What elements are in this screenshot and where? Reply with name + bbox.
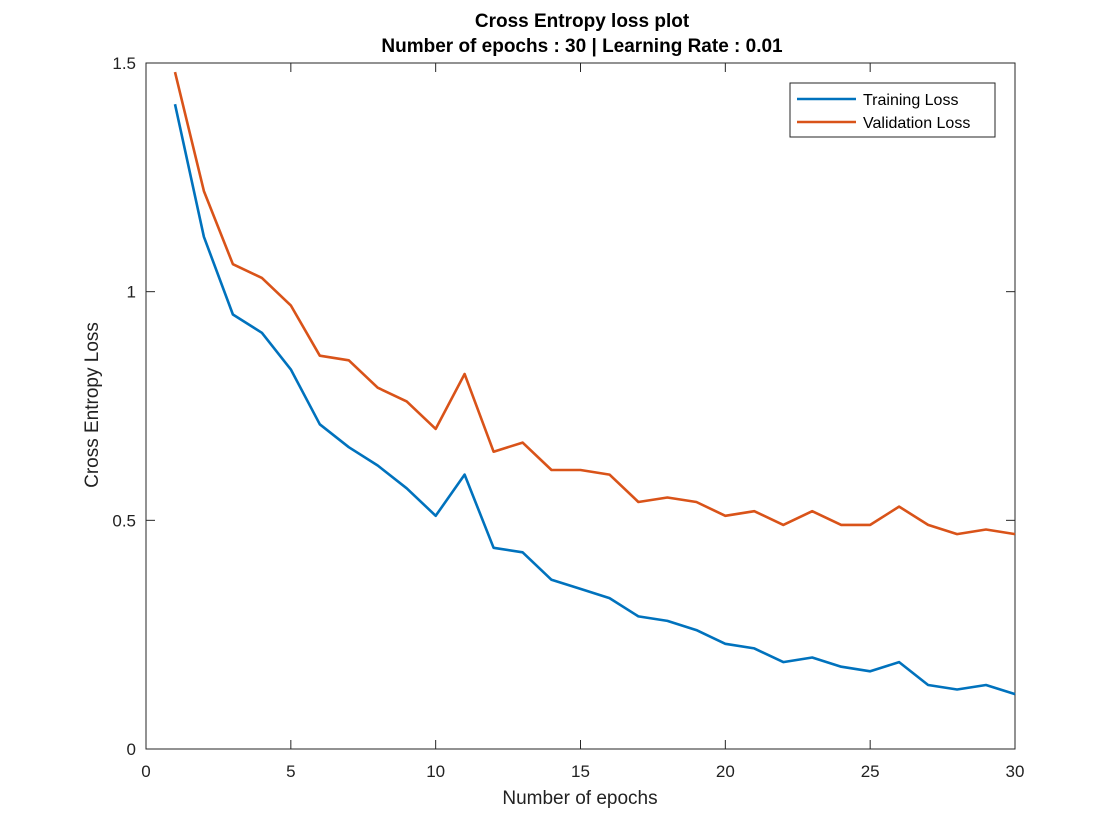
x-tick-label: 15 [571,762,590,781]
y-tick-label: 0.5 [112,511,136,530]
y-tick-label: 1 [127,283,136,302]
legend-label-training-loss: Training Loss [863,92,958,109]
legend-box [789,82,996,138]
y-tick-label: 0 [127,740,136,759]
training-loss-line [173,103,1016,696]
x-axis-label: Number of epochs [502,788,657,809]
data-series [173,71,1016,696]
x-tick-label: 30 [1006,762,1025,781]
axis-ticks: 0 5 10 15 20 25 30 0 0.5 1 1.5 [112,54,1024,781]
y-axis-label: Cross Entropy Loss [82,322,103,488]
chart-subtitle: Number of epochs : 30 | Learning Rate : … [381,36,783,57]
x-tick-label: 25 [861,762,880,781]
x-tick-label: 0 [141,762,150,781]
legend: Training Loss Validation Loss [789,82,996,138]
x-tick-label: 5 [286,762,295,781]
legend-label-validation-loss: Validation Loss [863,115,970,132]
y-tick-label: 1.5 [112,54,136,73]
plot-area [145,62,1016,750]
validation-loss-line [173,71,1016,536]
chart-title: Cross Entropy loss plot [475,11,690,32]
x-tick-label: 10 [426,762,445,781]
x-tick-label: 20 [716,762,735,781]
